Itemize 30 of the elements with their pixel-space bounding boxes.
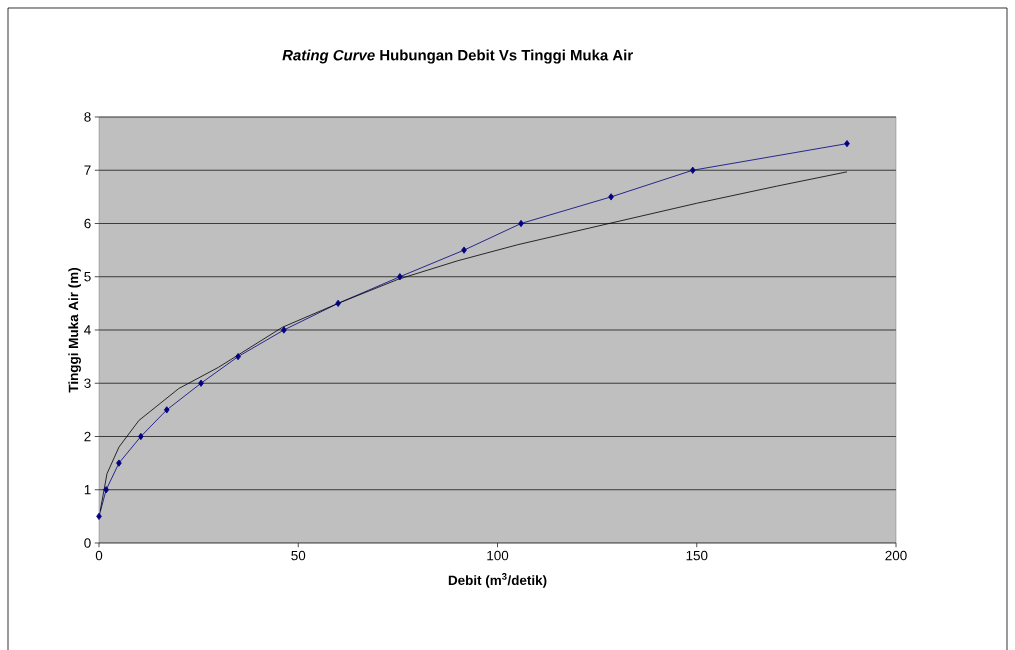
- point: [335, 299, 341, 307]
- y-tick-label: 6: [84, 218, 91, 229]
- y-tick-label: 1: [84, 485, 91, 495]
- point: [461, 246, 467, 254]
- point: [163, 406, 170, 414]
- point: [96, 512, 102, 520]
- point: [608, 193, 614, 201]
- x-tick-label: 100: [487, 550, 509, 561]
- x-tick-label: 200: [885, 550, 907, 561]
- y-tick-label: 5: [84, 272, 91, 282]
- y-tick-label: 8: [84, 112, 91, 122]
- point: [235, 353, 241, 361]
- y-tick-label: 0: [84, 538, 91, 548]
- point: [198, 379, 204, 387]
- point: [844, 140, 850, 148]
- y-axis-title: Tinggi Muka Air (m): [68, 268, 81, 393]
- point: [116, 459, 122, 467]
- y-tick-label: 4: [84, 325, 91, 335]
- x-tick-label: 0: [95, 550, 103, 561]
- y-tick-label: 7: [84, 165, 91, 175]
- point: [397, 273, 403, 281]
- y-tick-label: 3: [84, 378, 91, 388]
- x-tick-label: 150: [686, 550, 708, 561]
- point: [103, 486, 109, 494]
- chart-title: Rating Curve Hubungan Debit Vs Tinggi Muka Air: [282, 49, 633, 64]
- x-tick-label: 50: [291, 550, 306, 561]
- point: [689, 166, 696, 174]
- point: [281, 326, 287, 334]
- x-axis-title: Debit (m$^{3}$/detik): [448, 573, 547, 588]
- y-tick-label: 2: [84, 431, 91, 442]
